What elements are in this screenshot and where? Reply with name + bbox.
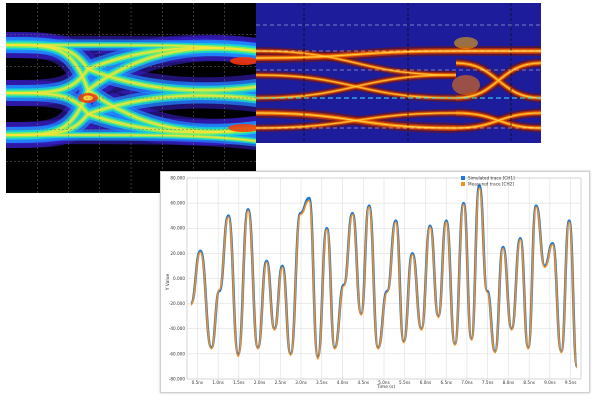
square-swatch-icon xyxy=(461,182,465,186)
eye-diagram-right-plot xyxy=(256,3,541,143)
y-tick-label: 80.000 xyxy=(170,175,185,180)
y-tick-label: -20.000 xyxy=(169,301,185,306)
eye-grid xyxy=(6,3,256,193)
x-tick-label: 0.5ns xyxy=(192,380,204,385)
x-tick-label: 2.0ns xyxy=(254,380,266,385)
x-tick-label: 6.5ns xyxy=(440,380,452,385)
eye-crossing-hotspot xyxy=(454,37,478,49)
x-tick-label: 9.5ns xyxy=(565,380,577,385)
eye-heat-band xyxy=(455,62,541,99)
x-tick-label: 6.0ns xyxy=(420,380,432,385)
chart-series xyxy=(189,184,579,369)
x-tick-label: 7.0ns xyxy=(461,380,473,385)
x-tick-label: 8.5ns xyxy=(523,380,535,385)
y-tick-label: 40.000 xyxy=(170,226,185,231)
legend-label-measured: Measured trace [CH2] xyxy=(468,182,514,187)
eye-grid xyxy=(256,3,541,143)
eye-diagram-right xyxy=(256,3,541,143)
y-tick-label: 0.000 xyxy=(173,276,185,281)
legend-label-simulated: Simulated trace [CH1] xyxy=(468,176,515,181)
eye-heat-band xyxy=(256,50,457,59)
y-axis-ticks: 80.000 60.000 40.000 20.000 0.000 -20.000 -40.… xyxy=(169,175,186,381)
x-tick-label: 5.5ns xyxy=(399,380,411,385)
waveform-chart-panel: 80.000 60.000 40.000 20.000 0.000 -20.000 -40.… xyxy=(160,171,590,393)
y-tick-label: -60.000 xyxy=(169,351,185,356)
eye-heat-band xyxy=(455,112,541,129)
eye-heat-traces xyxy=(256,45,541,133)
y-tick-label: 20.000 xyxy=(170,251,185,256)
eye-trace-band xyxy=(6,44,256,52)
chart-grid xyxy=(186,177,582,380)
eye-trace-band xyxy=(6,94,256,136)
x-tick-label: 3.0ns xyxy=(295,380,307,385)
x-tick-label: 7.5ns xyxy=(482,380,494,385)
eye-heat-band xyxy=(256,50,457,76)
x-tick-label: 4.5ns xyxy=(358,380,370,385)
x-tick-label: 9.0ns xyxy=(544,380,556,385)
series-line-measured xyxy=(190,187,578,369)
x-tick-label: 8.0ns xyxy=(503,380,514,385)
eye-edge-hotspot xyxy=(230,57,256,65)
x-tick-label: 5.0ns xyxy=(378,380,390,385)
waveform-chart: 80.000 60.000 40.000 20.000 0.000 -20.000 -40.… xyxy=(165,175,582,390)
eye-trace-band xyxy=(6,134,256,142)
eye-heat-band xyxy=(256,112,457,129)
y-tick-label: 60.000 xyxy=(170,201,185,206)
chart-legend[interactable]: Simulated trace [CH1] Measured trace [CH… xyxy=(461,176,515,187)
eye-edge-hotspot xyxy=(228,124,256,132)
x-tick-label: 2.5ns xyxy=(275,380,287,385)
y-tick-label: -40.000 xyxy=(169,326,185,331)
eye-diagram-left-plot xyxy=(6,3,256,193)
eye-diagram-left xyxy=(6,3,256,193)
x-tick-label: 1.5ns xyxy=(233,380,245,385)
x-axis-ticks: 0.5ns 1.0ns 1.5ns 2.0ns 2.5ns 3.0ns 3.5ns 4.0ns… xyxy=(192,380,577,385)
x-tick-label: 4.0ns xyxy=(337,380,349,385)
x-axis-title: Time (s) xyxy=(376,384,396,390)
square-swatch-icon xyxy=(461,176,465,180)
y-axis-title: Y Value xyxy=(165,274,171,292)
eye-crossing-hotspot xyxy=(452,75,480,95)
y-tick-label: -80.000 xyxy=(169,376,185,381)
eye-trace-band xyxy=(6,44,256,92)
eye-heat-band xyxy=(256,74,457,99)
eye-trace-band xyxy=(6,92,256,134)
x-tick-label: 3.5ns xyxy=(316,380,328,385)
x-tick-label: 1.0ns xyxy=(212,380,224,385)
eye-traces xyxy=(6,32,256,151)
